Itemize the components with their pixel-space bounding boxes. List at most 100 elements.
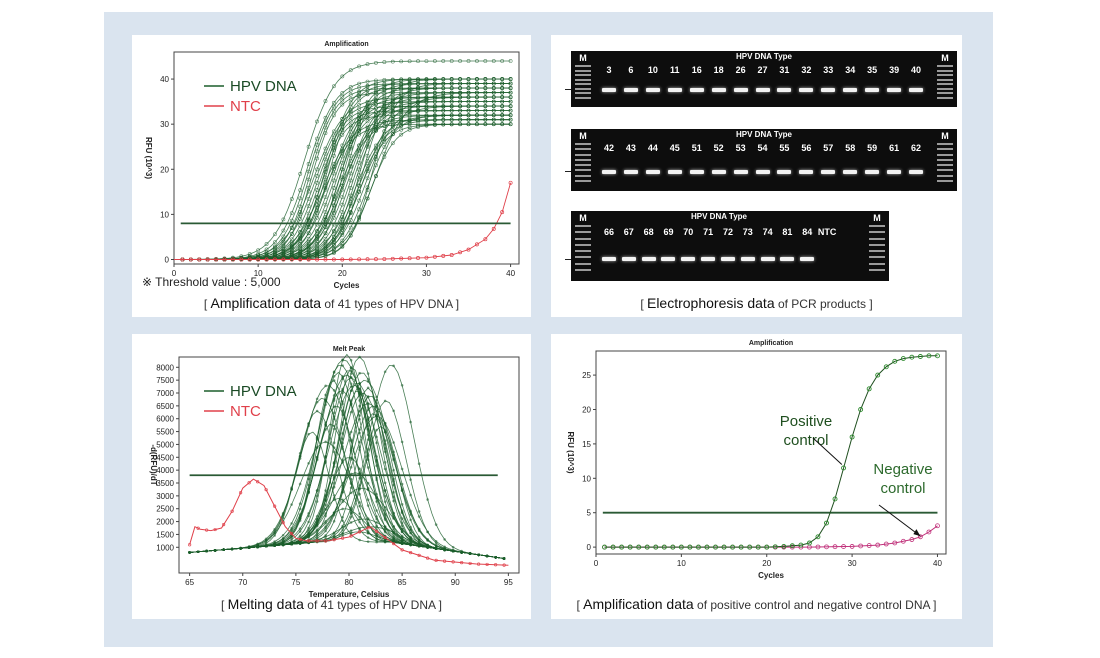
hpv-point — [399, 103, 404, 108]
hpv-melt-point — [349, 402, 353, 406]
hpv-point — [289, 211, 294, 216]
hpv-melt-point — [349, 366, 353, 369]
hpv-point — [374, 94, 378, 99]
ntc-point — [306, 257, 311, 262]
hpv-point — [323, 157, 328, 162]
positive-control-point — [687, 544, 693, 550]
hpv-point — [432, 59, 437, 63]
hpv-point — [289, 226, 294, 231]
hpv-melt-point — [392, 536, 395, 540]
caption-bold: Amplification data — [210, 295, 322, 311]
x-tick-label: 20 — [762, 559, 771, 568]
ntc-point — [222, 257, 227, 262]
hpv-point — [458, 108, 462, 113]
ntc-melt-point — [400, 548, 404, 552]
hpv-point — [315, 180, 319, 185]
hpv-point — [323, 167, 328, 172]
hpv-melt-point — [315, 458, 319, 462]
hpv-melt-point — [400, 517, 404, 520]
ladder-label: M — [873, 213, 881, 223]
y-tick-label: 7500 — [156, 376, 174, 385]
x-tick-label: 85 — [398, 578, 407, 587]
hpv-point — [424, 78, 429, 82]
lane-label: 68 — [643, 227, 654, 237]
hpv-point — [357, 103, 362, 107]
hpv-melt-point — [417, 515, 421, 518]
hpv-melt-point — [349, 385, 353, 388]
hpv-melt-point — [409, 535, 412, 539]
hpv-melt-point — [375, 417, 378, 421]
x-tick-label: 30 — [848, 559, 857, 568]
ntc-melt-point — [349, 534, 353, 538]
hpv-melt-point — [434, 523, 438, 526]
hpv-point — [281, 228, 286, 233]
hpv-melt-point — [392, 517, 395, 520]
x-tick-label: 75 — [291, 578, 300, 587]
hpv-melt-point — [358, 515, 361, 519]
pcr-band — [755, 169, 770, 174]
ladder-band — [937, 83, 953, 85]
hpv-point — [340, 240, 345, 245]
hpv-melt-point — [332, 379, 336, 382]
pcr-band — [621, 257, 636, 262]
pcr-band — [602, 169, 616, 174]
hpv-point — [365, 176, 370, 181]
x-tick-label: 70 — [238, 578, 247, 587]
hpv-melt-point — [358, 484, 361, 487]
lane-label: 10 — [647, 65, 658, 75]
hpv-point — [365, 105, 370, 109]
hpv-point — [348, 230, 353, 235]
hpv-melt-point — [315, 520, 319, 524]
ntc-melt-point — [383, 535, 387, 540]
ntc-point — [390, 256, 395, 261]
hpv-point — [458, 122, 462, 127]
ladder-band — [937, 148, 953, 151]
ntc-point — [407, 256, 412, 261]
hpv-melt-point — [375, 525, 378, 529]
ntc-point — [399, 256, 404, 261]
hpv-melt-point — [358, 371, 361, 375]
hpv-point — [475, 108, 479, 113]
ladder-band — [937, 65, 953, 67]
hpv-point — [331, 247, 336, 252]
hpv-melt-point — [307, 489, 310, 493]
hpv-melt-point — [392, 441, 395, 444]
x-tick-label: 80 — [345, 578, 354, 587]
ladder-band — [575, 158, 591, 161]
positive-control-pointer — [812, 437, 843, 465]
ladder-band — [937, 158, 953, 161]
hpv-melt-point — [341, 515, 344, 519]
hpv-point — [340, 127, 345, 132]
ntc-point — [508, 180, 513, 185]
ladder-band — [937, 164, 953, 166]
hpv-point — [298, 196, 303, 201]
hpv-melt-point — [502, 557, 506, 560]
hpv-melt-point — [349, 449, 353, 453]
hpv-point — [382, 101, 387, 105]
pcr-band — [623, 169, 638, 174]
panel-amplification-41: 0 10 20 30 40 0 10 20 30 40 Amplification Cycles RFU… — [132, 35, 531, 317]
lane-label: 31 — [779, 65, 790, 75]
hpv-point — [365, 119, 370, 124]
hpv-melt-point — [264, 539, 268, 542]
hpv-point — [340, 187, 345, 192]
hpv-melt-point — [366, 521, 370, 525]
hpv-point — [348, 88, 353, 93]
ladder-band — [575, 179, 591, 182]
hpv-point — [323, 210, 328, 214]
hpv-point — [340, 148, 345, 153]
ntc-melt-point — [341, 536, 345, 540]
hpv-point — [348, 125, 353, 130]
positive-control-point — [909, 354, 915, 360]
hpv-melt-point — [349, 486, 353, 490]
hpv-point — [382, 79, 387, 84]
controls-caption: [ Amplification data of positive control… — [551, 596, 962, 612]
hpv-melt-point — [332, 485, 336, 489]
ladder-band — [575, 74, 591, 76]
ntc-melt-point — [315, 539, 319, 543]
hpv-melt-point — [400, 527, 404, 531]
positive-control-point — [875, 372, 881, 378]
hpv-point — [390, 78, 395, 83]
lane-label: 11 — [670, 65, 680, 75]
hpv-point — [432, 123, 437, 127]
